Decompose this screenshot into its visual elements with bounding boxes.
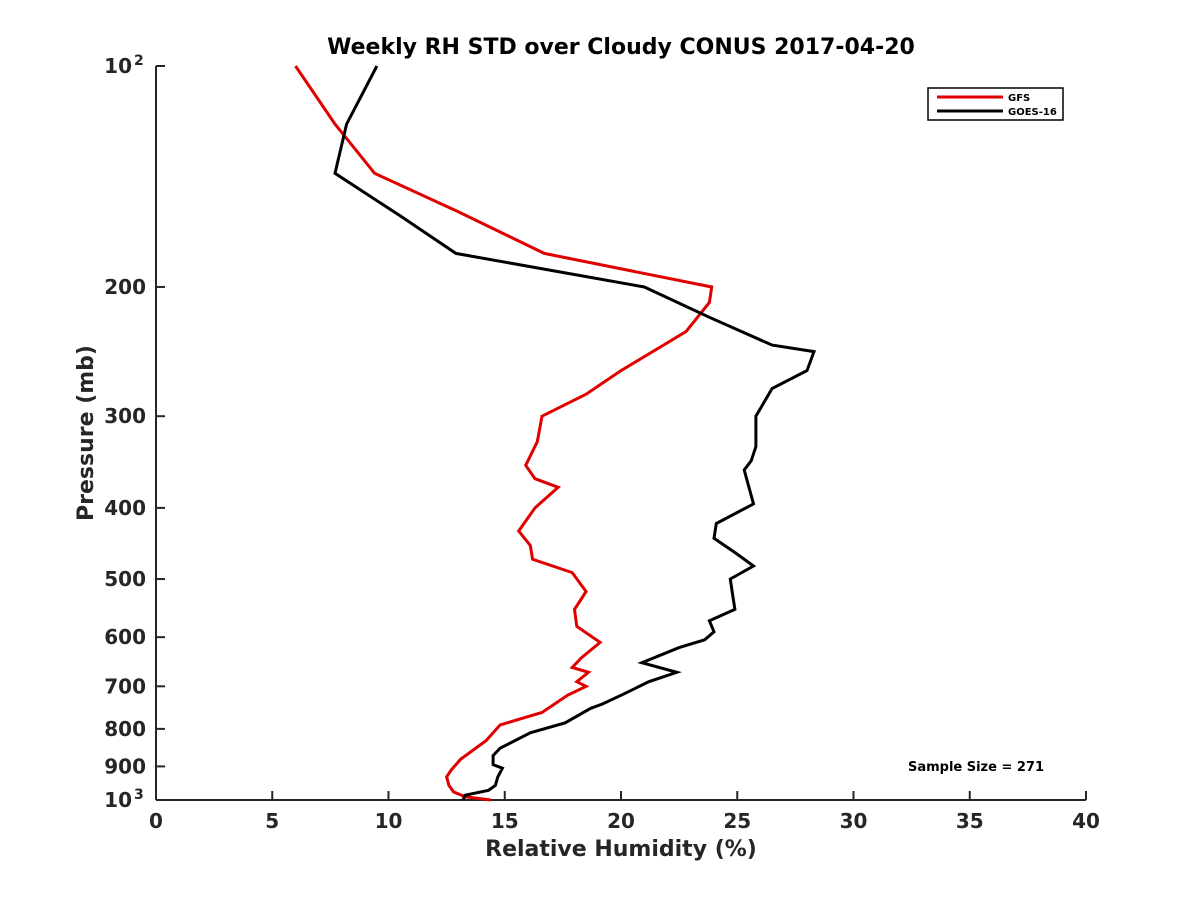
legend-box — [927, 87, 1064, 121]
y-tick-label: 700 — [104, 674, 146, 698]
sample-size-annotation: Sample Size = 271 — [908, 760, 1044, 775]
series-line-goes-16 — [333, 65, 817, 801]
y-tick-exponent: 3 — [134, 787, 144, 803]
x-tick-label: 10 — [375, 809, 403, 833]
x-tick-label: 0 — [149, 809, 163, 833]
legend: GFS GOES-16 — [927, 87, 1064, 121]
series-line-gfs — [294, 65, 714, 802]
x-tick-label: 20 — [607, 809, 635, 833]
y-tick-label: 200 — [104, 275, 146, 299]
y-tick-label: 900 — [104, 754, 146, 778]
x-axis-ticks: 0 5 10 15 20 25 30 35 40 — [149, 791, 1100, 833]
x-tick-label: 15 — [491, 809, 519, 833]
y-tick-label: 500 — [104, 567, 146, 591]
legend-label-gfs: GFS — [1008, 93, 1030, 104]
y-tick-exponent: 2 — [134, 53, 144, 69]
x-tick-label: 35 — [956, 809, 984, 833]
y-tick-label: 600 — [104, 625, 146, 649]
y-tick-label: 800 — [104, 717, 146, 741]
chart-title: Weekly RH STD over Cloudy CONUS 2017-04-… — [327, 35, 915, 60]
y-tick-label: 400 — [104, 496, 146, 520]
series-layer — [294, 65, 817, 802]
x-tick-label: 5 — [265, 809, 279, 833]
x-tick-label: 30 — [840, 809, 868, 833]
legend-label-goes-16: GOES-16 — [1008, 107, 1057, 118]
y-tick-label: 10 — [104, 788, 132, 812]
y-tick-label: 10 — [104, 54, 132, 78]
x-tick-label: 25 — [723, 809, 751, 833]
x-axis-label: Relative Humidity (%) — [485, 837, 757, 862]
y-tick-label: 300 — [104, 404, 146, 428]
x-tick-label: 40 — [1072, 809, 1100, 833]
y-axis-label: Pressure (mb) — [74, 345, 99, 521]
